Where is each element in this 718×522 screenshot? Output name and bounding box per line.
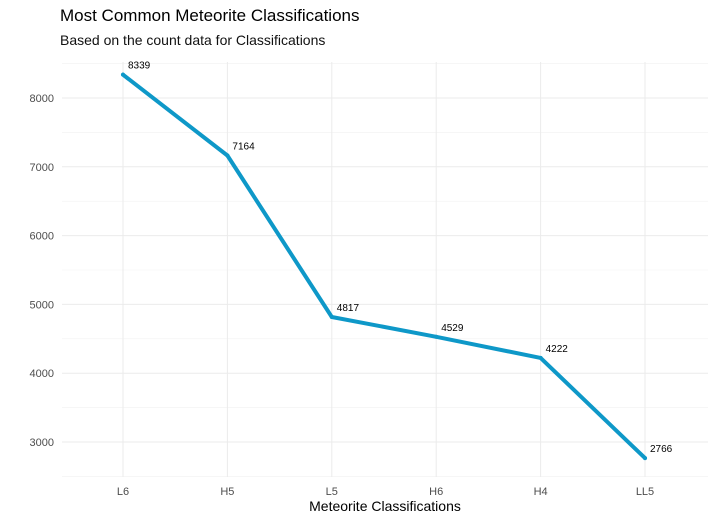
series-line-group: [121, 72, 647, 461]
data-labels: 8339 7164 4817 4529 4222 2766: [128, 61, 673, 455]
y-tick-label: 7000: [30, 162, 54, 174]
x-tick-label: H4: [534, 486, 548, 498]
data-label: 7164: [232, 142, 255, 153]
x-tick-label: H6: [429, 486, 443, 498]
y-tick-label: 3000: [30, 437, 54, 449]
data-point: [121, 72, 125, 77]
y-tick-label: 5000: [30, 299, 54, 311]
chart-subtitle: Based on the count data for Classificati…: [60, 32, 326, 48]
y-tick-label: 8000: [30, 93, 54, 105]
x-axis-tick-labels: L6 H5 L5 H6 H4 LL5: [117, 486, 654, 498]
x-axis-title: Meteorite Classifications: [309, 498, 461, 514]
data-point: [538, 355, 543, 360]
chart-title: Most Common Meteorite Classifications: [60, 6, 360, 25]
data-label: 2766: [650, 444, 673, 455]
x-tick-label: L5: [326, 486, 338, 498]
y-tick-label: 6000: [30, 231, 54, 243]
data-point: [643, 456, 647, 461]
data-label: 4222: [546, 344, 569, 355]
y-tick-label: 4000: [30, 368, 54, 380]
data-label: 8339: [128, 61, 151, 72]
minor-gridlines: [62, 63, 708, 477]
data-point: [329, 314, 334, 319]
y-axis-tick-labels: 3000 4000 5000 6000 7000 8000: [30, 93, 54, 449]
data-point: [225, 153, 230, 158]
data-point: [434, 334, 439, 339]
series-line: [121, 72, 647, 461]
x-tick-label: H5: [220, 486, 234, 498]
data-label: 4529: [441, 323, 464, 334]
x-tick-label: LL5: [636, 486, 654, 498]
x-tick-label: L6: [117, 486, 129, 498]
data-label: 4817: [337, 303, 360, 314]
major-gridlines: [62, 62, 708, 477]
